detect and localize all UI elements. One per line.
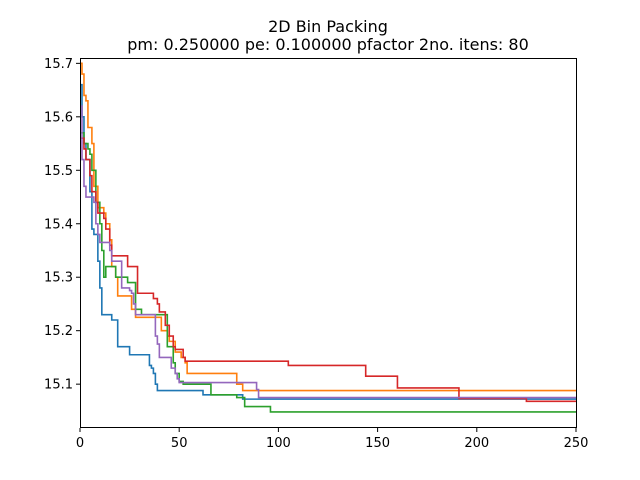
ticks-layer: 0 50 100 150 200 250 15.1 15.2 15.3 15.4 15.5 15.6 1… [44,57,588,451]
chart-title: 2D Bin Packing [268,17,388,36]
y-tick-label: 15.3 [44,271,73,286]
chart-subtitle: pm: 0.250000 pe: 0.100000 pfactor 2no. i… [127,35,529,54]
x-tick-label: 150 [365,436,390,451]
y-tick-label: 15.6 [44,110,73,125]
x-tick-label: 250 [564,436,589,451]
y-tick-label: 15.5 [44,164,73,179]
series-line-4 [80,137,576,403]
y-tick-label: 15.2 [44,324,73,339]
y-tick-label: 15.7 [44,57,73,72]
series-line-3 [80,132,576,413]
series-line-2 [80,62,576,392]
x-tick-label: 0 [76,436,84,451]
x-tick-label: 100 [266,436,291,451]
x-tick-label: 200 [464,436,489,451]
axes-frame [80,58,577,428]
series-layer [80,62,576,413]
y-tick-label: 15.1 [44,378,73,393]
y-tick-label: 15.4 [44,217,73,232]
x-tick-label: 50 [171,436,188,451]
series-line-5 [80,105,576,399]
plot-area [80,62,576,413]
